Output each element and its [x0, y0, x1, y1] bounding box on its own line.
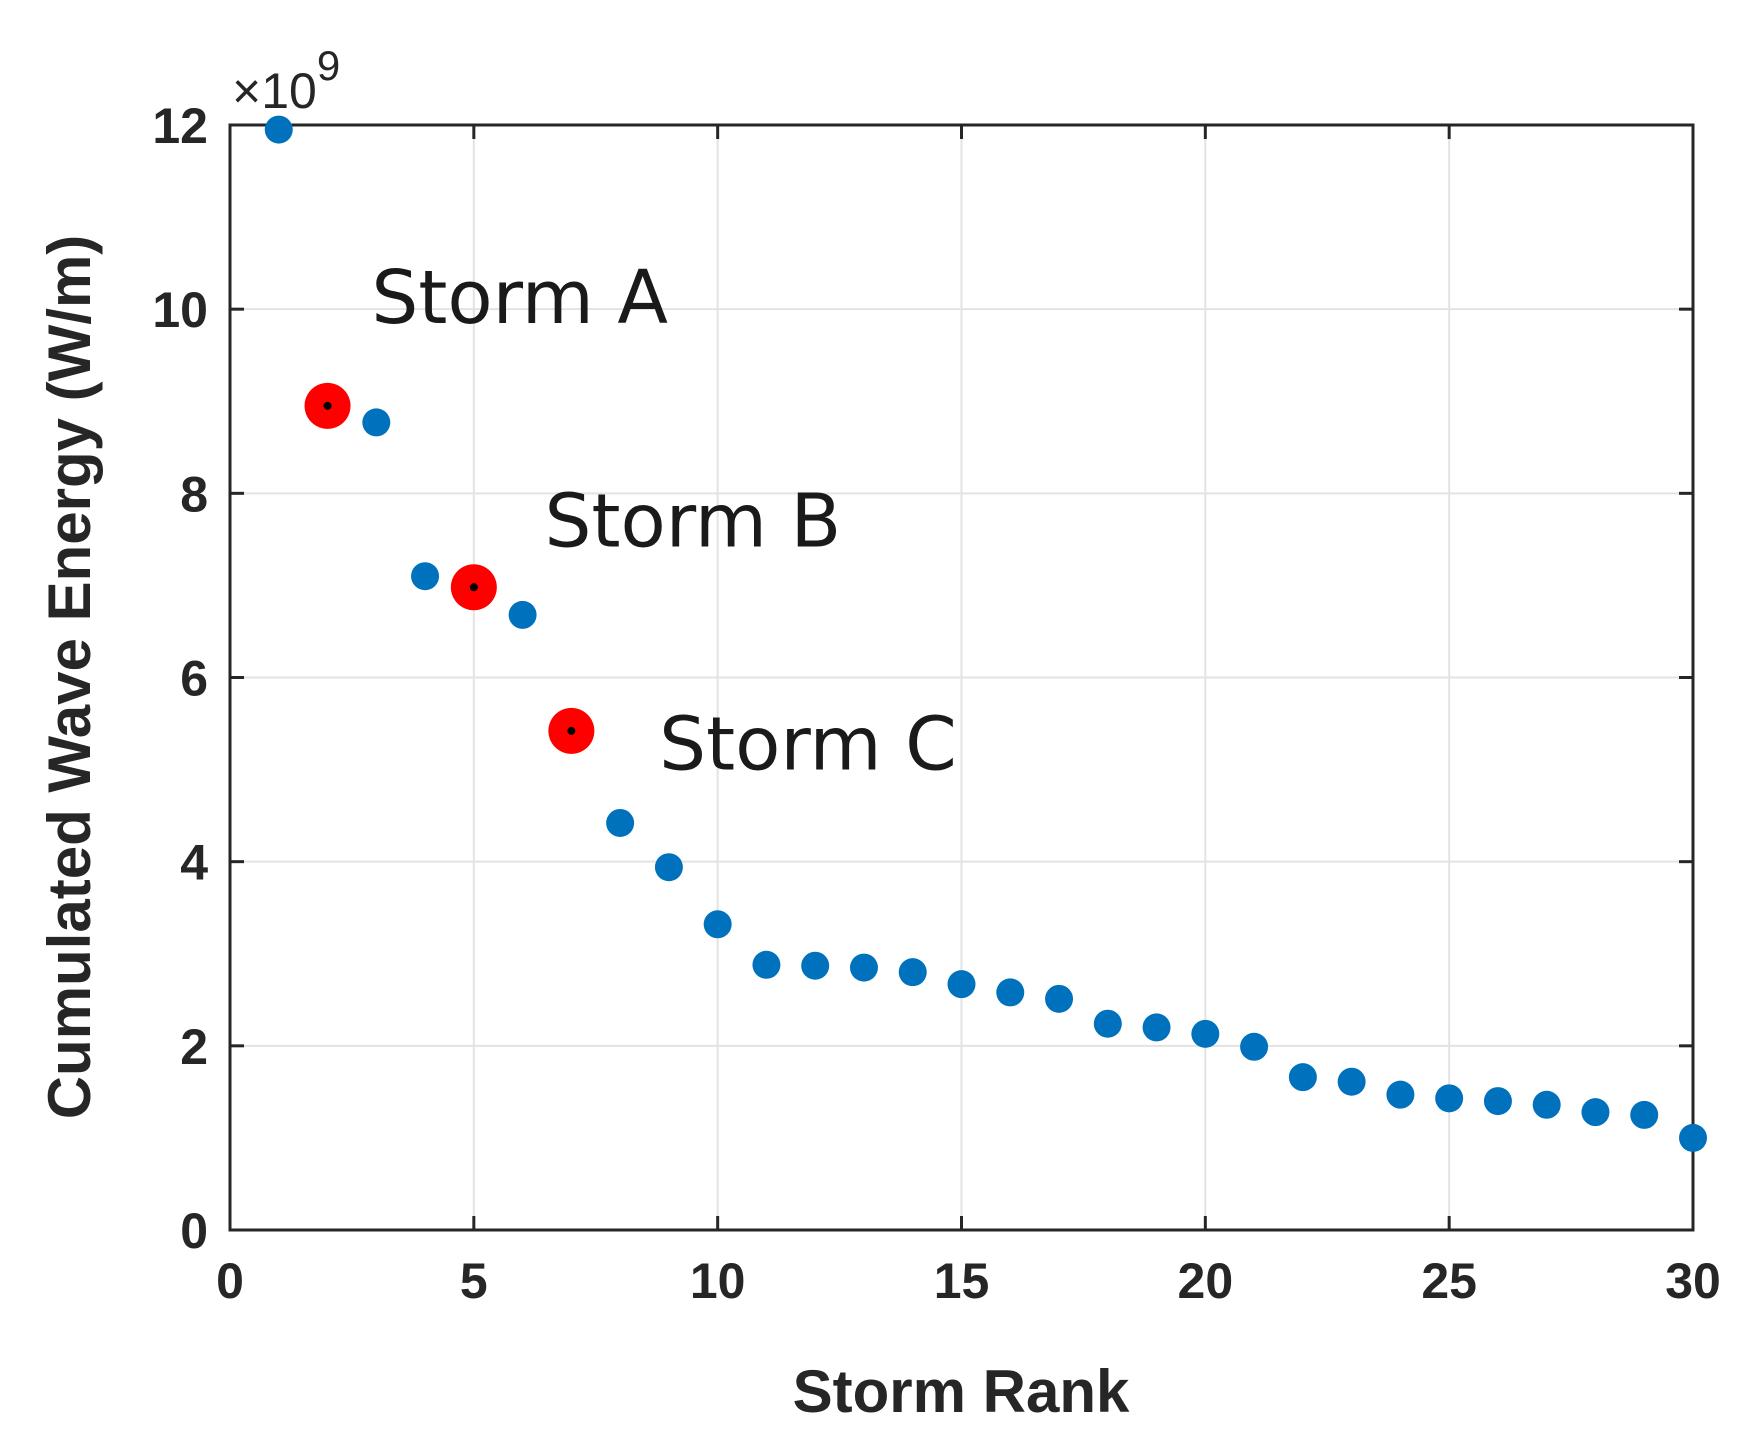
- data-point: [411, 562, 440, 591]
- data-point: [508, 600, 537, 629]
- y-multiplier-base: 10: [261, 63, 317, 119]
- data-point: [1581, 1098, 1610, 1127]
- storm-annotation: Storm C: [659, 702, 957, 788]
- data-point: [1240, 1032, 1269, 1061]
- data-point: [362, 408, 391, 437]
- data-point: [1093, 1009, 1122, 1038]
- storm-annotation: Storm B: [545, 479, 842, 565]
- x-tick-label: 20: [1178, 1253, 1234, 1309]
- y-axis-label: Cumulated Wave Energy (W/m): [36, 235, 103, 1120]
- data-point: [752, 950, 781, 979]
- y-tick-label: 2: [180, 1019, 208, 1075]
- highlighted-point-center: [469, 583, 478, 592]
- data-point: [801, 951, 830, 980]
- highlighted-point-center: [323, 401, 332, 410]
- x-tick-label: 5: [460, 1253, 488, 1309]
- y-tick-label: 6: [180, 651, 208, 707]
- data-point: [947, 970, 976, 999]
- x-tick-label: 15: [934, 1253, 990, 1309]
- data-point: [1337, 1067, 1366, 1096]
- y-multiplier-exponent: 9: [317, 42, 340, 89]
- y-tick-label: 10: [152, 282, 208, 338]
- data-point: [1630, 1100, 1659, 1129]
- data-point: [1435, 1084, 1464, 1113]
- y-tick-label: 4: [180, 835, 208, 891]
- data-point: [1532, 1090, 1561, 1119]
- data-point: [1679, 1123, 1707, 1152]
- data-point: [1483, 1087, 1512, 1116]
- data-point: [996, 978, 1025, 1007]
- data-point: [1045, 984, 1074, 1013]
- storm-annotation: Storm A: [371, 255, 668, 341]
- annotations: Storm A Storm B Storm C: [371, 255, 956, 788]
- data-point: [606, 808, 635, 837]
- x-tick-label: 25: [1421, 1253, 1477, 1309]
- grid: [230, 125, 1693, 1230]
- y-tick-label: 12: [152, 98, 208, 154]
- y-tick-label: 8: [180, 466, 208, 522]
- ticks: 0 5 10 15 20 25 30 0 2 4 6 8 10 12: [152, 98, 1720, 1309]
- x-tick-label: 30: [1665, 1253, 1721, 1309]
- x-tick-label: 0: [216, 1253, 244, 1309]
- data-point: [849, 953, 878, 982]
- y-tick-label: 0: [180, 1203, 208, 1259]
- data-point: [1288, 1063, 1317, 1092]
- data-point: [1386, 1080, 1415, 1109]
- y-multiplier-times: ×: [232, 63, 261, 119]
- data-point: [264, 115, 293, 144]
- highlighted-point-center: [567, 726, 576, 735]
- x-axis-label: Storm Rank: [793, 1358, 1130, 1425]
- data-point: [898, 958, 927, 987]
- data-point: [1142, 1013, 1171, 1042]
- data-point: [654, 853, 683, 882]
- data-point: [703, 910, 732, 939]
- y-multiplier: ×109: [232, 42, 340, 119]
- data-points: [264, 115, 1707, 1152]
- data-point: [1191, 1019, 1220, 1048]
- x-tick-label: 10: [690, 1253, 746, 1309]
